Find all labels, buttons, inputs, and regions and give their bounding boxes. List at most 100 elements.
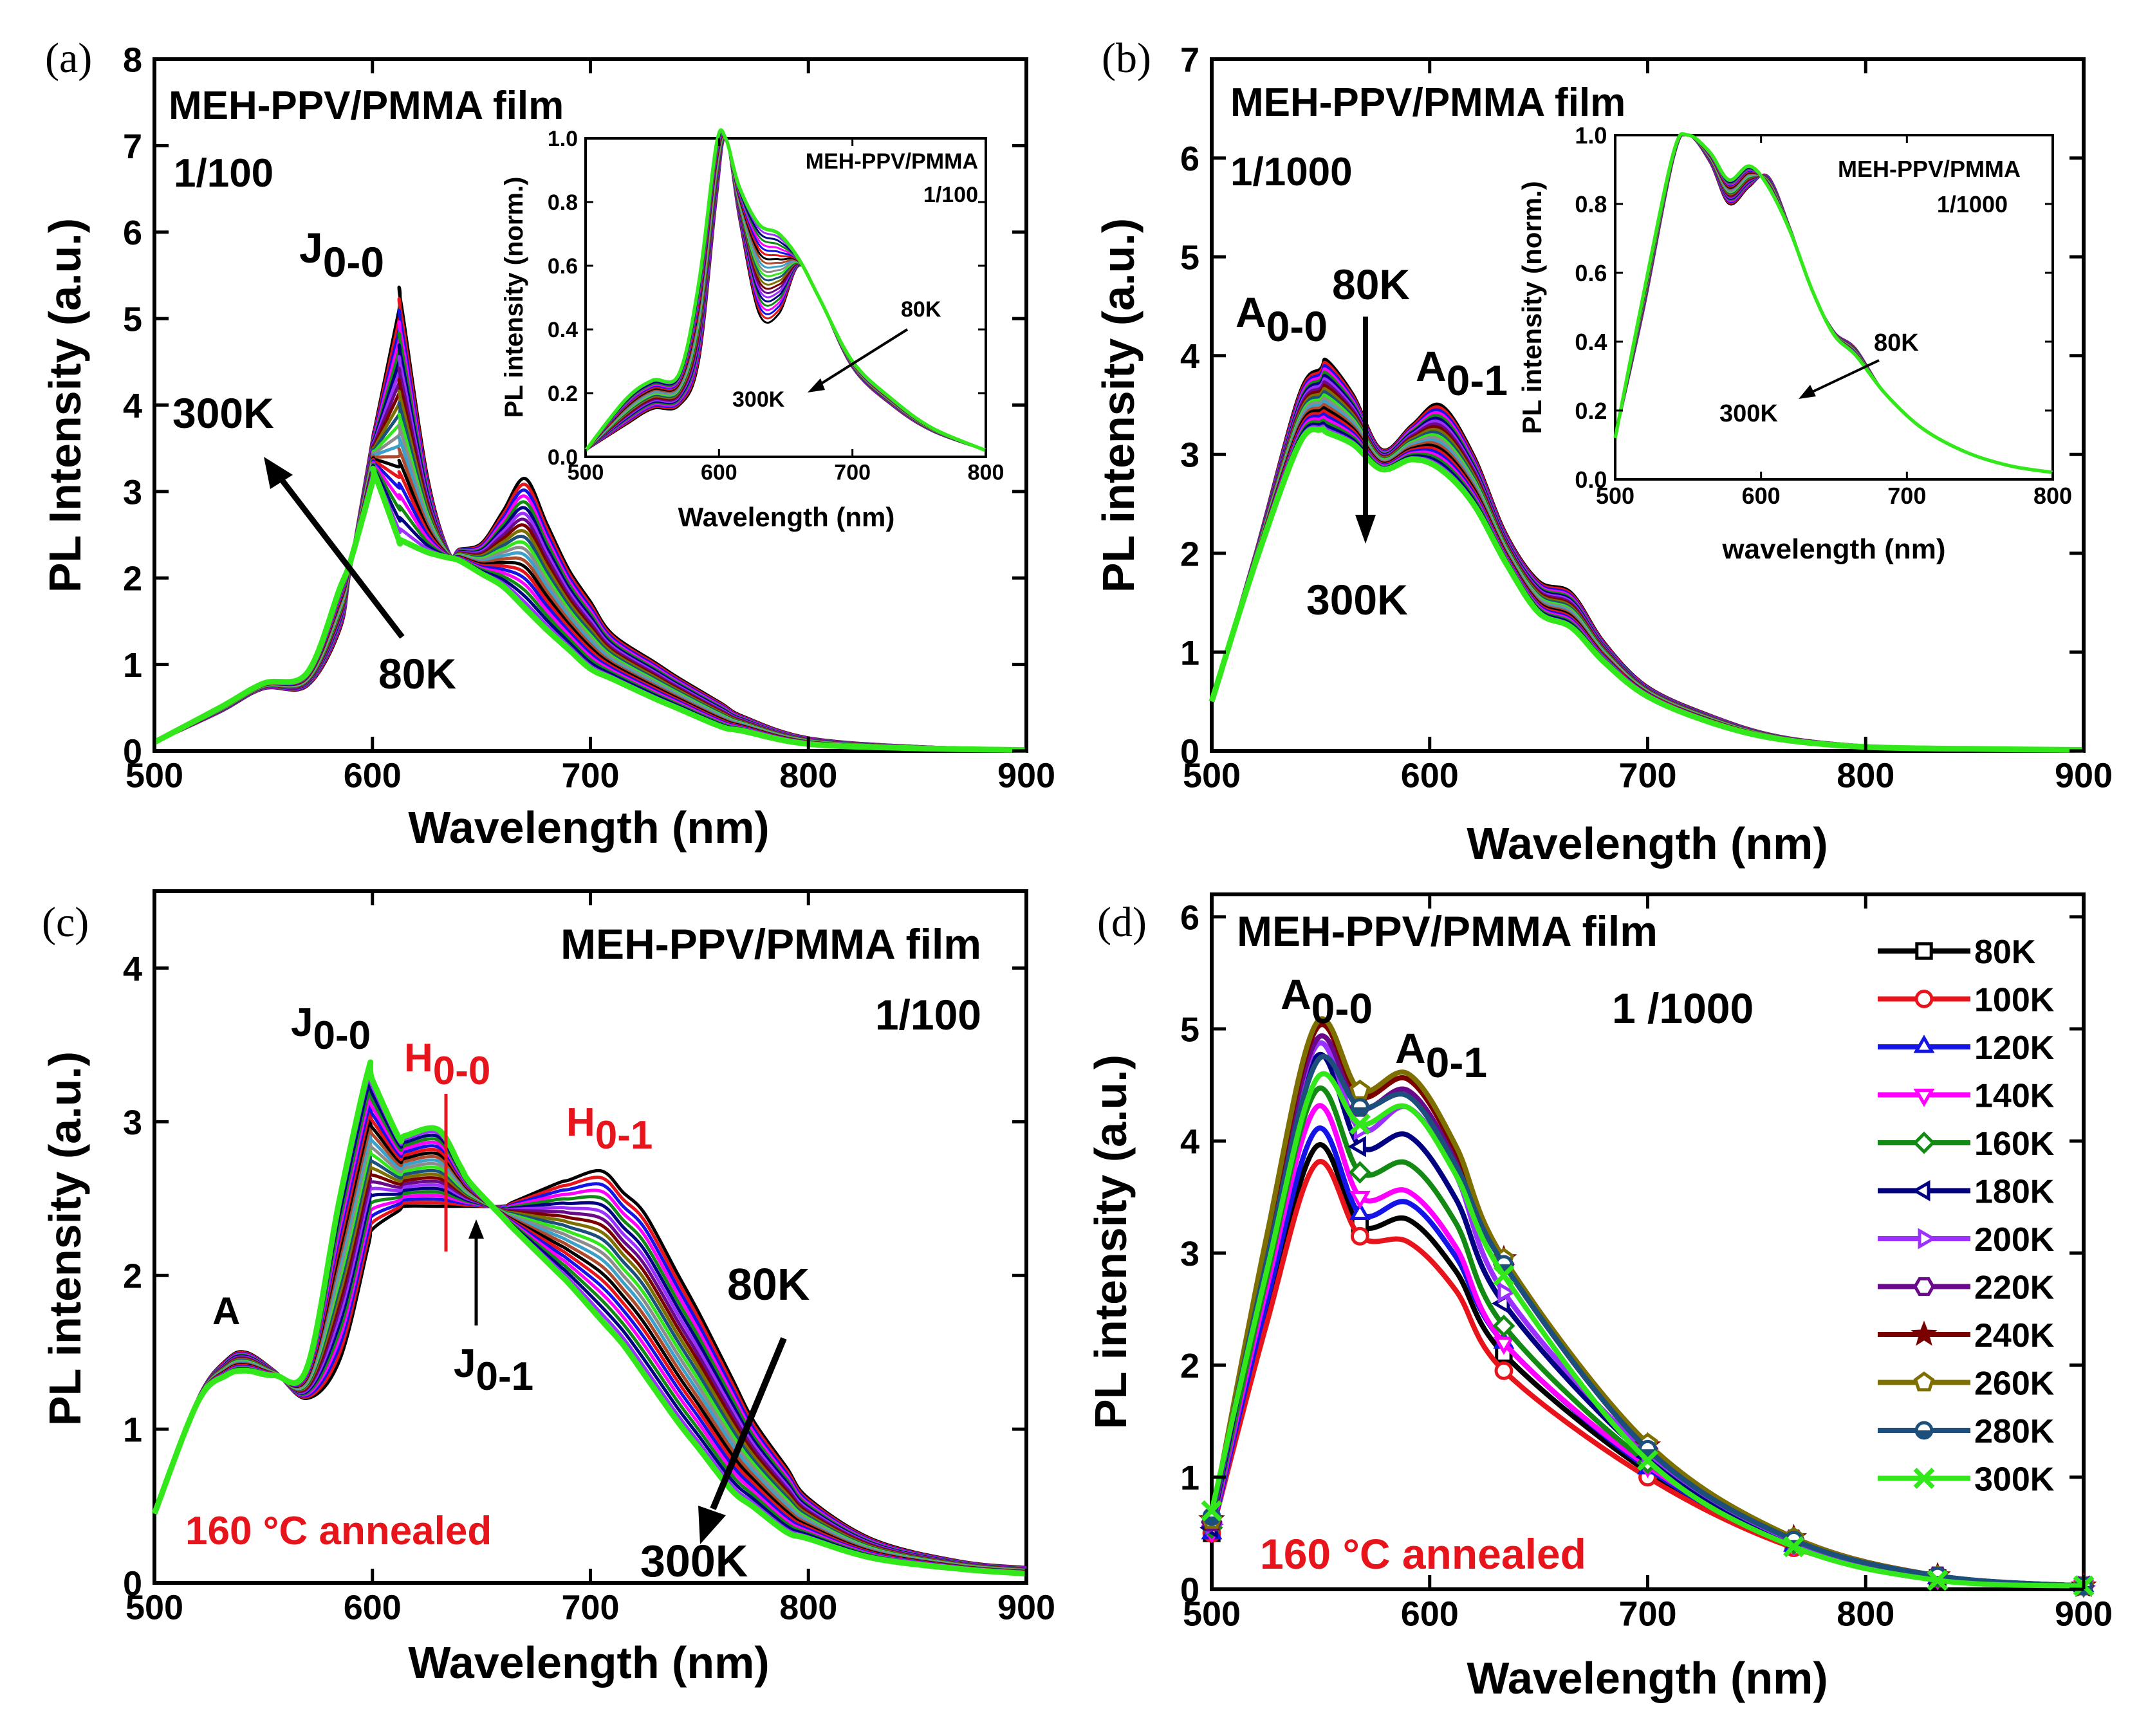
- panel-b-inset-subtitle: 1/1000: [1937, 191, 2008, 217]
- panel-d-series-line: [1209, 1159, 2084, 1589]
- panel-a-inset-curves: [584, 128, 987, 452]
- panel-c-ytick-label: 1: [123, 1411, 142, 1450]
- panel-b-inset-xtick-label: 500: [1596, 483, 1634, 509]
- panel-d-data-point-fill: [1352, 1107, 1368, 1115]
- panel-a-xtick-label: 600: [344, 757, 402, 795]
- panel-b-inset-axes: 500 600 700 800 0.0 0.2 0.4 0.6 0.8 1.0: [1575, 122, 2072, 509]
- panel-a-inset-series-line: [584, 128, 987, 452]
- panel-b-inset-ylabel: PL intensity (norm.): [1517, 181, 1547, 434]
- panel-c-series-line: [153, 1068, 1027, 1575]
- panel-d-title: MEH-PPV/PMMA film: [1237, 907, 1658, 955]
- panel-c-annot-h00-sub: 0-0: [433, 1049, 491, 1093]
- panel-c-annot-h01-sub: 0-1: [595, 1113, 653, 1158]
- panel-b-ytick-label: 6: [1180, 140, 1199, 178]
- panel-c-annot-j01: J0-1: [454, 1342, 533, 1399]
- panel-c-series-line: [153, 1154, 1027, 1572]
- panel-c-xtick-label: 900: [997, 1589, 1055, 1627]
- panel-a-axes: 500 600 700 800 900 0 1 2 3 4 5 6 7 8: [123, 41, 1055, 795]
- panel-c-annot-j01-sub: 0-1: [476, 1354, 533, 1399]
- panel-a-xtick-label: 700: [561, 757, 619, 795]
- panel-a-ytick-label: 2: [123, 560, 142, 598]
- panel-b-ytick-label: 0: [1180, 732, 1199, 771]
- panel-d-legend-label: 280K: [1974, 1413, 2055, 1450]
- panel-d-legend-label: 100K: [1974, 982, 2055, 1019]
- panel-d-legend-label: 300K: [1974, 1461, 2055, 1499]
- panel-d-annot-annealed: 160 °C annealed: [1260, 1530, 1586, 1578]
- panel-b-inset-xtick-label: 600: [1742, 483, 1781, 509]
- panel-d-annot-a00-main: A: [1281, 970, 1311, 1018]
- panel-a-annot-j00: J0-0: [299, 224, 384, 286]
- panel-d-legend-label: 220K: [1974, 1270, 2055, 1307]
- panel-b-inset-ytick-label: 0.4: [1575, 329, 1607, 355]
- panel-a-inset-xtick-label: 600: [701, 461, 737, 485]
- panel-c-xtick-label: 800: [779, 1589, 837, 1627]
- panel-a-annot-j00-sub: 0-0: [323, 238, 384, 286]
- panel-a-xtick-label: 500: [125, 757, 183, 795]
- panel-d-data-point: [1349, 1201, 1371, 1220]
- panel-a-arrow-head: [264, 457, 293, 489]
- panel-d-ytick-label: 1: [1180, 1459, 1199, 1497]
- panel-d-ytick-label: 4: [1180, 1123, 1199, 1161]
- panel-c-xtick-label: 700: [561, 1589, 619, 1627]
- panel-d-legend-marker: [1915, 942, 1933, 960]
- panel-b-ytick-label: 7: [1180, 41, 1199, 79]
- panel-d-legend-marker: [1912, 1131, 1936, 1154]
- panel-a-letter: (a): [45, 35, 92, 82]
- panel-c-annot-j00-main: J: [291, 1001, 313, 1045]
- panel-d-legend-label: 120K: [1974, 1030, 2055, 1067]
- panel-b-inset-ytick-label: 0.2: [1575, 398, 1607, 424]
- panel-c-annot-h01: H0-1: [566, 1100, 653, 1158]
- panel-d-series-line: [1209, 1071, 2084, 1589]
- panel-b-inset-xtick-label: 700: [1887, 483, 1926, 509]
- panel-b-xtick-label: 900: [2055, 757, 2113, 795]
- panel-a-inset-ytick-label: 0.6: [548, 254, 578, 279]
- panel-a-inset-ytick-label: 0.8: [548, 190, 578, 215]
- panel-d-subtitle: 1 /1000: [1612, 984, 1754, 1032]
- panel-d-xtick-label: 600: [1401, 1595, 1459, 1634]
- panel-c-annot-a: A: [212, 1289, 240, 1333]
- panel-a-inset-xtick-label: 500: [568, 461, 604, 485]
- panel-b-inset-xtick-label: 800: [2033, 483, 2072, 509]
- panel-d-data-point: [1349, 1113, 1371, 1135]
- panel-b-xtick-label: 600: [1401, 757, 1459, 795]
- panel-b-title: MEH-PPV/PMMA film: [1230, 80, 1625, 125]
- panel-c-annot-j00: J0-0: [291, 1001, 371, 1058]
- panel-c-ytick-label: 4: [123, 950, 142, 988]
- panel-b-ytick-label: 3: [1180, 436, 1199, 475]
- panel-b-ylabel: PL intensity (a.u.): [1093, 218, 1143, 593]
- panel-a-series-line: [153, 465, 1027, 753]
- panel-a-arrow-line: [275, 473, 405, 639]
- panel-b-series-line: [1208, 426, 2084, 753]
- panel-a-ylabel: PL Intensity (a.u.): [40, 218, 90, 593]
- panel-a-ytick-label: 6: [123, 214, 142, 252]
- panel-a-xtick-label: 800: [779, 757, 837, 795]
- panel-a-inset-xlabel: Wavelength (nm): [678, 502, 895, 532]
- panel-b-annot-80k: 80K: [1332, 261, 1410, 308]
- panel-a-title: MEH-PPV/PMMA film: [169, 84, 564, 128]
- panel-c-series-line: [153, 1076, 1027, 1575]
- panel-b-inset-series-line: [1613, 132, 2053, 474]
- panel-d-legend-marker: [1913, 1277, 1935, 1297]
- panel-b-inset-ytick-label: 1.0: [1575, 122, 1607, 149]
- panel-c-series-line: [151, 1059, 1027, 1577]
- panel-d-data-point: [1492, 1315, 1515, 1338]
- panel-a-ytick-label: 4: [123, 387, 142, 425]
- panel-b-axes: 500 600 700 800 900 0 1 2 3 4 5 6 7: [1180, 41, 2113, 795]
- panel-d-legend-label: 240K: [1974, 1317, 2055, 1354]
- panel-a-ytick-label: 3: [123, 473, 142, 512]
- panel-d-annot-a00-sub: 0-0: [1311, 984, 1373, 1032]
- panel-c-annot-j01-main: J: [454, 1342, 476, 1386]
- panel-d-legend-marker: [1912, 1180, 1930, 1201]
- panel-a-inset-annot-80k: 80K: [901, 297, 941, 322]
- panel-b-subtitle: 1/1000: [1230, 150, 1353, 194]
- panel-d-legend-marker: [1913, 1034, 1935, 1053]
- panel-a-inset-arrow-line: [816, 328, 909, 387]
- panel-c-title: MEH-PPV/PMMA film: [560, 920, 981, 968]
- panel-a-ytick-label: 7: [123, 127, 142, 166]
- panel-b-annot-a00: A0-0: [1236, 288, 1328, 350]
- panel-a-annot-300k: 300K: [172, 389, 274, 437]
- panel-a-ytick-label: 0: [123, 732, 142, 771]
- panel-d-legend: 80K 100K 120K 140K 160K 180K 200K 220K 240K 260K 2…: [1878, 934, 2055, 1499]
- panel-b-inset-xlabel: wavelength (nm): [1721, 533, 1945, 565]
- panel-a-inset-subtitle: 1/100: [923, 183, 978, 207]
